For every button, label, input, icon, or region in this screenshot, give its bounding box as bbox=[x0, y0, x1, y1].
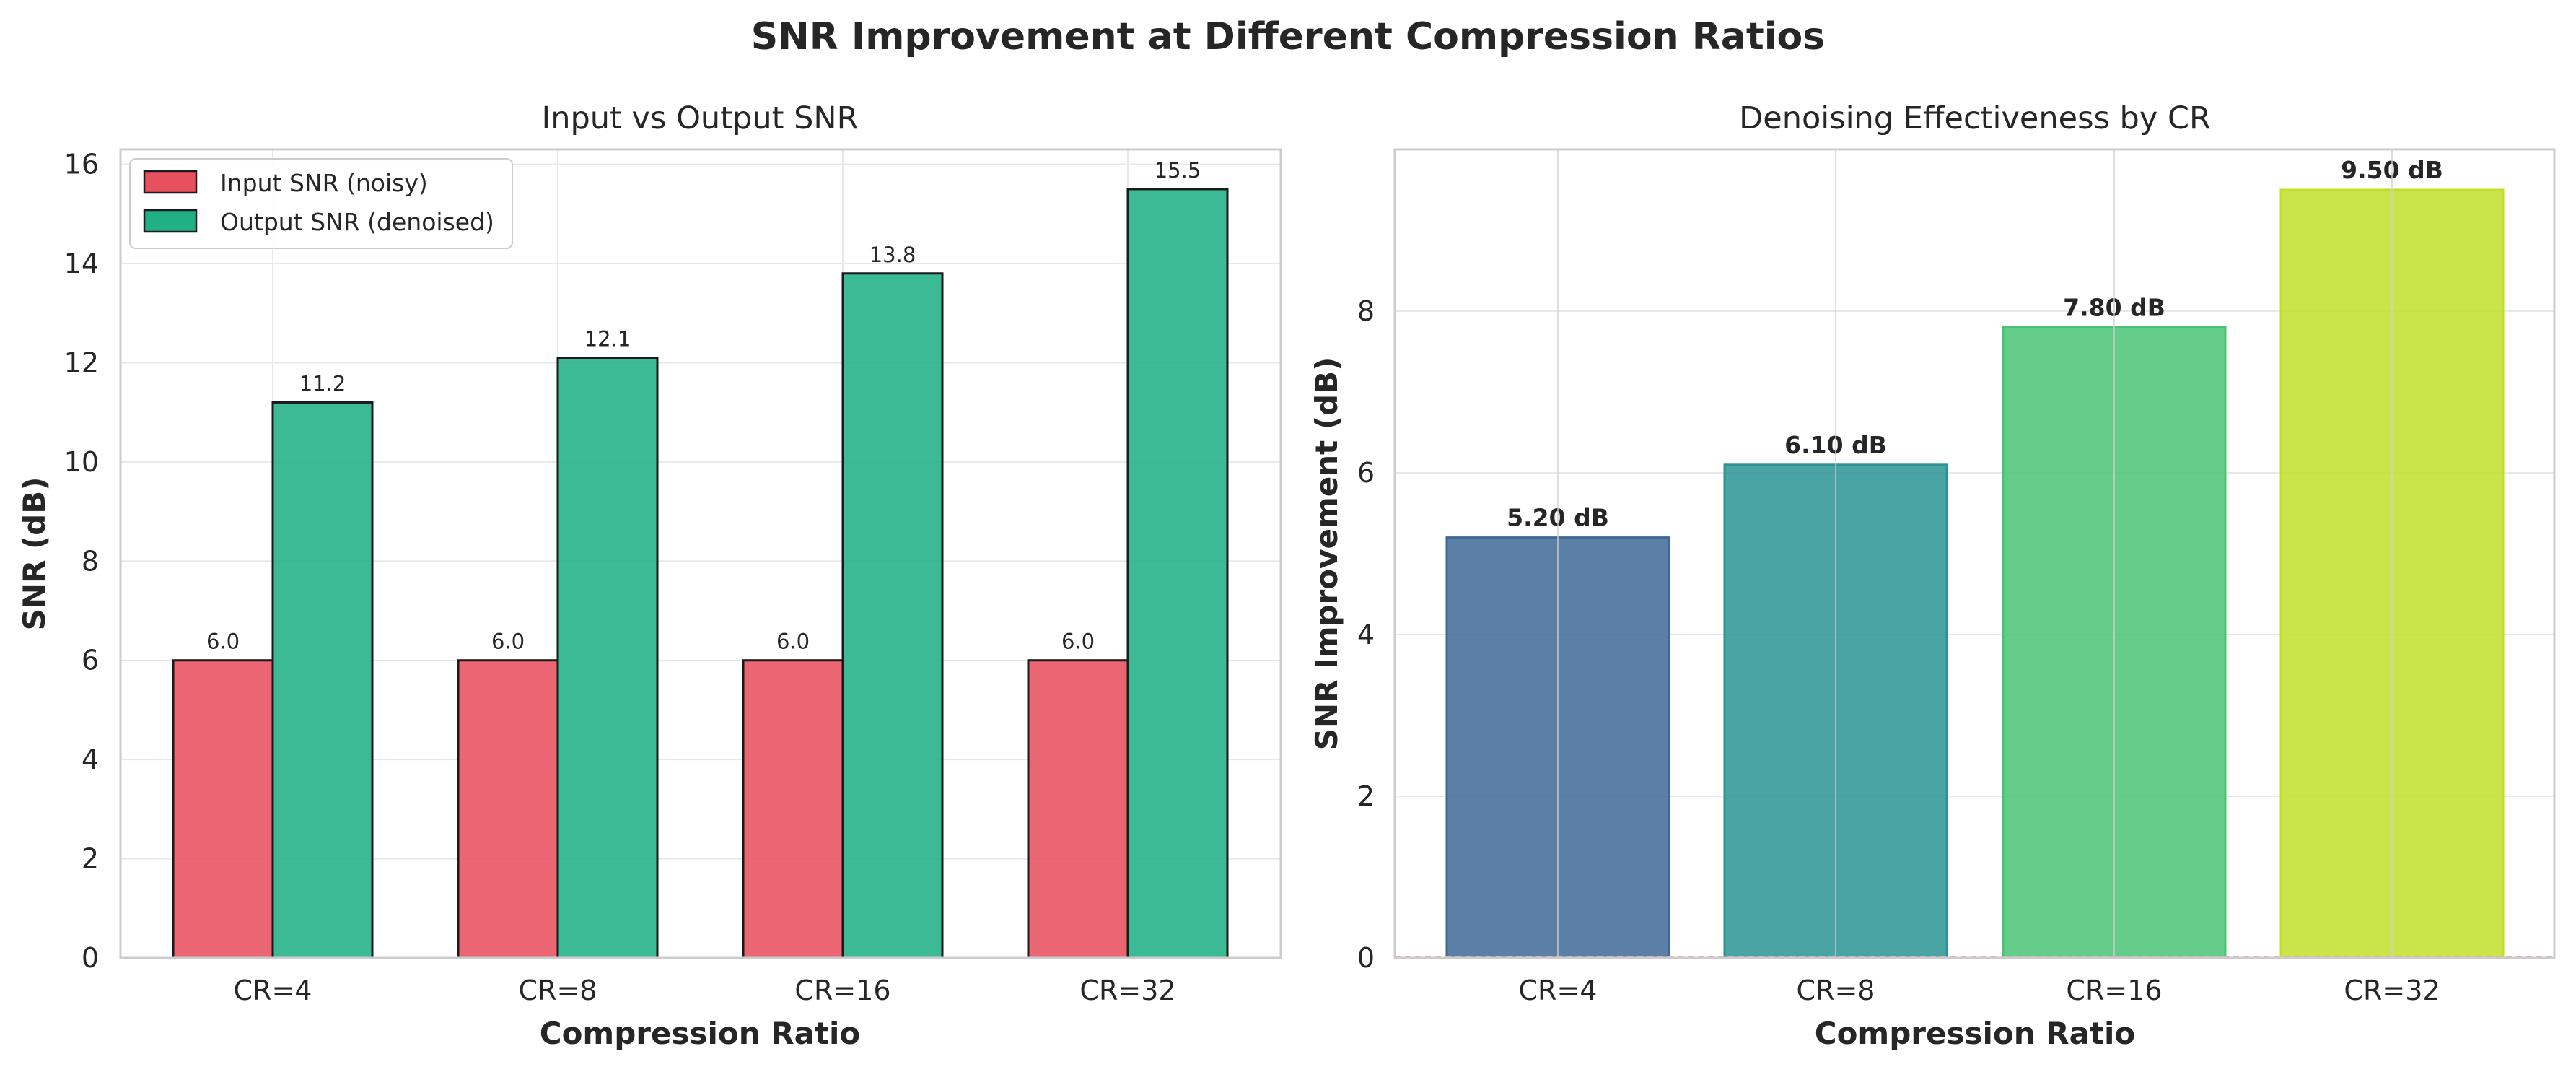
bar-value-label: 13.8 bbox=[869, 243, 916, 267]
right-bars: 5.20 dB6.10 dB7.80 dB9.50 dB bbox=[1445, 149, 2505, 959]
right-y-ticks: 0 2 4 6 8 bbox=[1357, 295, 1375, 974]
left-y-tick-label: 14 bbox=[64, 248, 99, 279]
right-y-tick-label: 4 bbox=[1357, 619, 1375, 650]
bar-value-label: 6.0 bbox=[776, 629, 810, 654]
bar-value-label: 15.5 bbox=[1155, 158, 1201, 183]
left-y-tick-label: 4 bbox=[82, 744, 99, 775]
right-y-tick-label: 6 bbox=[1357, 457, 1375, 489]
input-snr-bar bbox=[1027, 659, 1129, 959]
left-legend: Input SNR (noisy) Output SNR (denoised) bbox=[129, 158, 513, 249]
left-x-tick-label: CR=8 bbox=[519, 975, 597, 1006]
right-y-tick-label: 8 bbox=[1357, 295, 1375, 327]
legend-label-input: Input SNR (noisy) bbox=[220, 169, 428, 197]
output-snr-bar bbox=[1126, 188, 1229, 959]
right-plot-frame bbox=[1393, 148, 2556, 959]
output-snr-bar bbox=[271, 401, 374, 959]
left-y-tick-label: 12 bbox=[64, 347, 99, 378]
right-x-tick-label: CR=8 bbox=[1797, 975, 1875, 1006]
right-y-tick-label: 2 bbox=[1357, 780, 1375, 812]
input-snr-bar bbox=[457, 659, 559, 959]
left-chart-panel: Input vs Output SNR 6.0 6.0 6.0 6.0 11.2 12.1… bbox=[17, 100, 1282, 1051]
input-snr-bar bbox=[742, 659, 844, 959]
left-chart-title: Input vs Output SNR bbox=[542, 100, 859, 136]
left-x-tick-label: CR=32 bbox=[1079, 975, 1175, 1006]
right-chart-panel: Denoising Effectiveness by CR 5.20 dB6.1… bbox=[1309, 100, 2556, 1051]
left-y-tick-label: 8 bbox=[82, 545, 99, 577]
output-snr-bar bbox=[841, 272, 944, 959]
right-x-tick-label: CR=16 bbox=[2066, 975, 2162, 1006]
legend-label-output: Output SNR (denoised) bbox=[220, 208, 494, 236]
right-y-axis-label: SNR Improvement (dB) bbox=[1309, 357, 1344, 751]
right-x-axis-label: Compression Ratio bbox=[1815, 1016, 2136, 1051]
legend-swatch-output bbox=[143, 209, 198, 233]
right-chart-title: Denoising Effectiveness by CR bbox=[1739, 100, 2211, 136]
output-snr-bar bbox=[556, 357, 659, 959]
legend-box bbox=[129, 158, 513, 249]
figure-title: SNR Improvement at Different Compression… bbox=[751, 15, 1825, 58]
bar-value-label: 6.0 bbox=[491, 629, 525, 654]
right-x-tick-label: CR=32 bbox=[2344, 975, 2440, 1006]
right-y-tick-label: 0 bbox=[1357, 942, 1375, 974]
left-y-tick-label: 10 bbox=[64, 446, 99, 478]
left-x-axis-label: Compression Ratio bbox=[540, 1016, 861, 1051]
left-y-axis-label: SNR (dB) bbox=[17, 477, 52, 631]
right-x-tick-label: CR=4 bbox=[1519, 975, 1598, 1006]
left-y-tick-label: 6 bbox=[82, 645, 99, 676]
left-y-tick-label: 0 bbox=[82, 942, 99, 974]
left-y-tick-label: 16 bbox=[64, 149, 99, 180]
right-x-ticks: CR=4 CR=8 CR=16 CR=32 bbox=[1519, 975, 2440, 1006]
left-x-ticks: CR=4 CR=8 CR=16 CR=32 bbox=[234, 975, 1176, 1006]
bar-value-label: 11.2 bbox=[299, 371, 346, 396]
left-x-tick-label: CR=4 bbox=[234, 975, 312, 1006]
legend-swatch-input bbox=[143, 170, 198, 194]
left-plot-frame bbox=[119, 148, 1282, 959]
left-x-tick-label: CR=16 bbox=[794, 975, 890, 1006]
left-y-tick-label: 2 bbox=[82, 843, 99, 875]
input-snr-bar bbox=[172, 659, 274, 959]
bar-value-label: 6.0 bbox=[206, 629, 240, 654]
left-y-ticks: 0 2 4 6 8 10 12 14 16 bbox=[64, 149, 99, 974]
bar-value-label: 6.0 bbox=[1061, 629, 1095, 654]
bar-value-label: 12.1 bbox=[584, 327, 631, 352]
